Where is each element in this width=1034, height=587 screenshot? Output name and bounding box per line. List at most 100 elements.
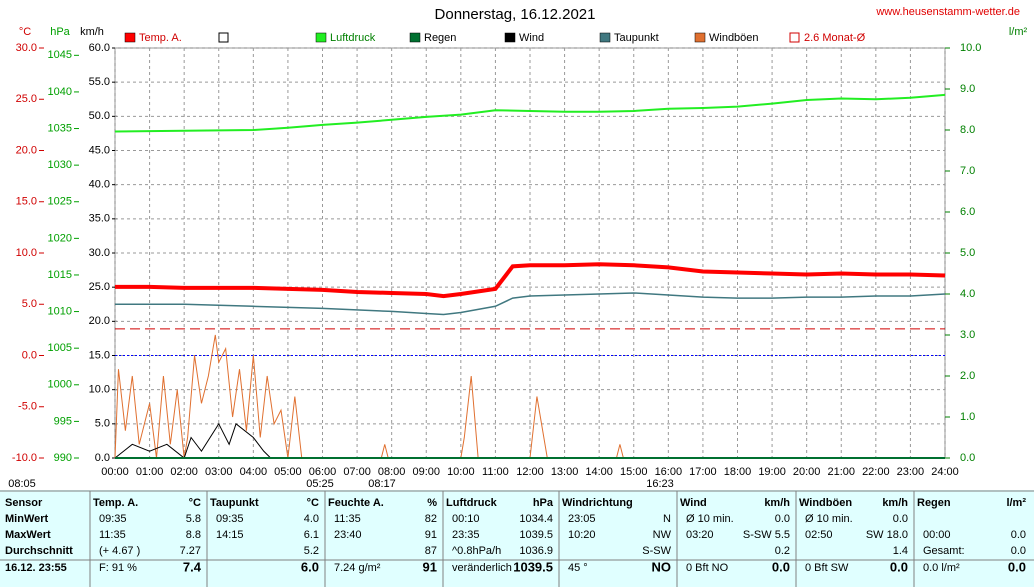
row-label: MinWert — [5, 513, 49, 525]
table-cell: 03:20 — [686, 529, 714, 541]
table-cell: SW 18.0 — [866, 529, 908, 541]
row-label: 16.12. 23:55 — [5, 562, 67, 574]
x-tick-label: 20:00 — [793, 466, 821, 478]
legend-label: Luftdruck — [330, 32, 376, 44]
series-line — [114, 93, 946, 133]
y-tick-label: 5.0 — [22, 298, 37, 310]
table-cell: 0 Bft NO — [686, 562, 729, 574]
y-tick-label: 1035 — [48, 122, 72, 134]
y-tick-label: 60.0 — [89, 42, 110, 54]
y-tick-label: 1000 — [48, 379, 72, 391]
legend-swatch — [124, 32, 136, 43]
y-tick-label: 20.0 — [89, 315, 110, 327]
x-tick-label: 13:00 — [551, 466, 579, 478]
row-label: MaxWert — [5, 529, 51, 541]
y-tick-label: 9.0 — [960, 83, 975, 95]
x-tick-label: 23:00 — [897, 466, 925, 478]
legend-swatch — [694, 32, 706, 43]
table-cell: 1036.9 — [519, 545, 553, 557]
table-cell: veränderlich — [452, 562, 512, 574]
table-cell: 00:00 — [923, 529, 951, 541]
y-tick-label: 30.0 — [16, 42, 37, 54]
y-tick-label: 7.0 — [960, 165, 975, 177]
y-tick-label: 45.0 — [89, 144, 110, 156]
y-tick-label: 1.0 — [960, 411, 975, 423]
table-cell: Ø 10 min. — [686, 513, 734, 525]
y-tick-label: 3.0 — [960, 329, 975, 341]
table-header: Luftdruck — [446, 497, 498, 509]
y-tick-label: 5.0 — [960, 247, 975, 259]
x-tick-label: 07:00 — [343, 466, 371, 478]
annotation: 16:23 — [646, 478, 674, 490]
table-cell: 6.1 — [304, 529, 319, 541]
table-header: °C — [307, 497, 319, 509]
x-tick-label: 11:00 — [482, 466, 509, 478]
y-tick-label: 50.0 — [89, 110, 110, 122]
series-line — [115, 262, 946, 299]
source: www.heusenstamm-wetter.de — [875, 6, 1020, 18]
legend-swatch — [409, 32, 421, 43]
axis-unit: l/m² — [1009, 26, 1028, 38]
x-tick-label: 22:00 — [862, 466, 890, 478]
table-cell: S-SW 5.5 — [743, 529, 790, 541]
table-cell: 1039.5 — [513, 559, 553, 574]
table-cell: 82 — [425, 513, 437, 525]
legend-swatch — [504, 32, 516, 43]
table-cell: 91 — [423, 559, 437, 574]
table-cell: 7.24 g/m² — [334, 562, 381, 574]
table-cell: NW — [653, 529, 672, 541]
table-header: Sensor — [5, 497, 43, 509]
y-tick-label: 1040 — [48, 86, 72, 98]
table-cell: NO — [652, 559, 672, 574]
table-cell: 11:35 — [99, 529, 126, 541]
table-cell: 0.0 — [1011, 529, 1026, 541]
chart-title: Donnerstag, 16.12.2021 — [435, 6, 596, 23]
y-tick-label: 15.0 — [16, 196, 37, 208]
table-cell: 0.2 — [775, 545, 790, 557]
x-tick-label: 19:00 — [758, 466, 786, 478]
table-cell: 8.8 — [186, 529, 201, 541]
y-tick-label: 30.0 — [89, 247, 110, 259]
table-header: Windrichtung — [562, 497, 633, 509]
table-cell: 7.4 — [183, 559, 202, 574]
table-cell: 09:35 — [216, 513, 244, 525]
table-header: Windböen — [799, 497, 852, 509]
table-cell: 87 — [425, 545, 437, 557]
table-cell: 0.0 — [1011, 545, 1026, 557]
table-cell: 7.27 — [180, 545, 201, 557]
table-cell: 1039.5 — [519, 529, 553, 541]
table-cell: 0.0 — [772, 559, 790, 574]
x-tick-label: 06:00 — [309, 466, 337, 478]
axis-unit: °C — [19, 26, 31, 38]
table-cell: N — [663, 513, 671, 525]
x-tick-label: 10:00 — [447, 466, 475, 478]
y-tick-label: 5.0 — [95, 418, 110, 430]
x-tick-label: 01:00 — [136, 466, 164, 478]
table-header: l/m² — [1006, 497, 1026, 509]
table-header: Temp. A. — [93, 497, 138, 509]
x-tick-label: 18:00 — [724, 466, 752, 478]
table-cell: 1034.4 — [519, 513, 553, 525]
x-tick-label: 21:00 — [827, 466, 855, 478]
y-tick-label: 1015 — [48, 269, 72, 281]
axis-unit: km/h — [80, 26, 104, 38]
table-cell: 1.4 — [893, 545, 908, 557]
annotation: 05:25 — [306, 478, 334, 490]
legend-swatch — [789, 32, 800, 43]
table-cell: 0.0 — [775, 513, 790, 525]
legend-swatch — [315, 32, 327, 43]
y-tick-label: 10.0 — [960, 42, 981, 54]
x-tick-label: 03:00 — [205, 466, 233, 478]
table-header: km/h — [882, 497, 908, 509]
legend-label: Temp. A. — [139, 32, 182, 44]
y-tick-label: 1005 — [48, 342, 72, 354]
x-tick-label: 04:00 — [240, 466, 268, 478]
y-tick-label: 35.0 — [89, 213, 110, 225]
y-tick-label: 25.0 — [89, 281, 110, 293]
y-tick-label: 2.0 — [960, 370, 975, 382]
table-cell: 0.0 — [890, 559, 908, 574]
annotation: 08:05 — [8, 478, 36, 490]
y-tick-label: 55.0 — [89, 76, 110, 88]
table-cell: S-SW — [642, 545, 671, 557]
